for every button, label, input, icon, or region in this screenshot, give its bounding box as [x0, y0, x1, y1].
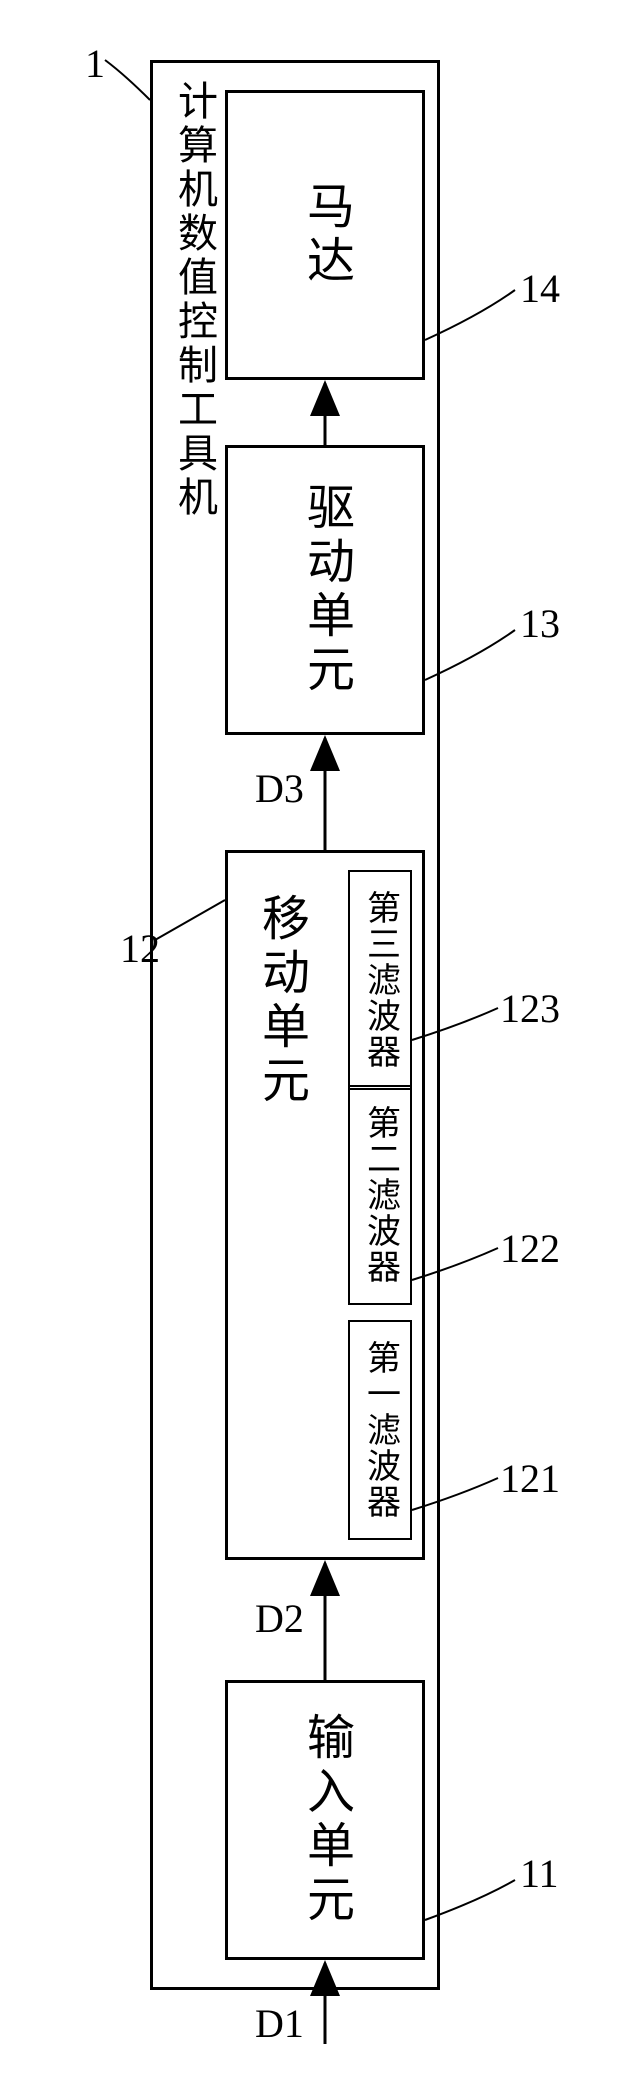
ref-123: 123 — [500, 985, 560, 1032]
filter2-box: 第二滤波器 — [348, 1085, 412, 1305]
outer-title: 计算机数值控制工具机 — [165, 80, 223, 520]
motor-label: 马达 — [290, 181, 360, 289]
drive-unit-label: 驱动单元 — [290, 482, 360, 698]
move-unit-label: 移动单元 — [245, 893, 315, 1109]
ref-122: 122 — [500, 1225, 560, 1272]
motor-box: 马达 — [225, 90, 425, 380]
filter1-label: 第一滤波器 — [356, 1340, 405, 1520]
filter3-label: 第三滤波器 — [356, 890, 405, 1070]
signal-d1: D1 — [255, 2000, 304, 2047]
drive-unit-box: 驱动单元 — [225, 445, 425, 735]
signal-d2: D2 — [255, 1595, 304, 1642]
signal-d3: D3 — [255, 765, 304, 812]
ref-11: 11 — [520, 1850, 559, 1897]
input-unit-box: 输入单元 — [225, 1680, 425, 1960]
ref-121: 121 — [500, 1455, 560, 1502]
ref-13: 13 — [520, 600, 560, 647]
ref-12: 12 — [120, 925, 160, 972]
filter2-label: 第二滤波器 — [356, 1105, 405, 1285]
ref-1: 1 — [85, 40, 105, 87]
filter1-box: 第一滤波器 — [348, 1320, 412, 1540]
filter3-box: 第三滤波器 — [348, 870, 412, 1090]
ref-14: 14 — [520, 265, 560, 312]
input-unit-label: 输入单元 — [290, 1712, 360, 1928]
diagram-canvas: 计算机数值控制工具机 输入单元 移动单元 第一滤波器 第二滤波器 第三滤波器 驱… — [30, 30, 611, 2044]
